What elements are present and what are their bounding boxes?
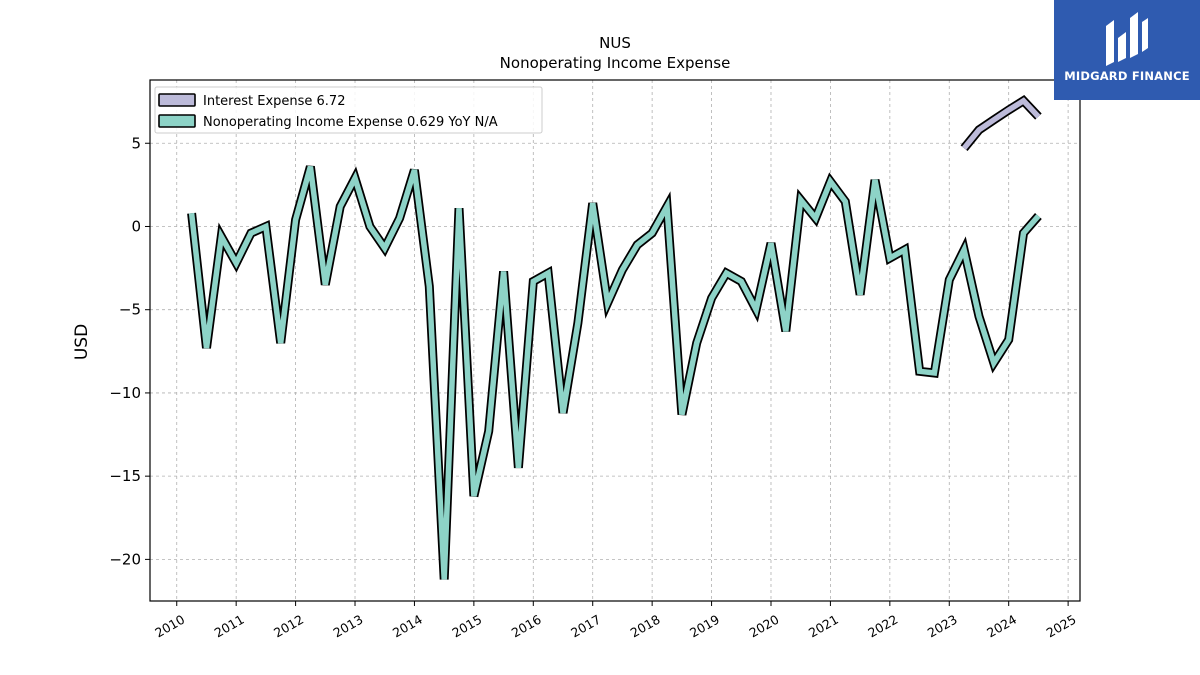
x-tick-label: 2019 bbox=[687, 612, 722, 641]
legend-swatch-interest-expense bbox=[158, 93, 196, 107]
x-tick-label: 2017 bbox=[568, 612, 603, 641]
chart-title: NUS bbox=[599, 34, 631, 52]
x-tick-label: 2014 bbox=[390, 612, 425, 641]
x-tick-label: 2022 bbox=[865, 612, 900, 641]
y-tick-label: −20 bbox=[109, 550, 141, 568]
midgard-finance-logo-icon bbox=[1106, 12, 1148, 66]
series-line-interest-expense bbox=[961, 97, 1041, 150]
series-lines bbox=[187, 95, 1042, 580]
legend-label-interest-expense: Interest Expense 6.72 bbox=[203, 94, 345, 109]
legend: Interest Expense 6.72 Nonoperating Incom… bbox=[154, 86, 543, 134]
x-tick-label: 2023 bbox=[925, 612, 960, 641]
chart-subtitle: Nonoperating Income Expense bbox=[500, 54, 731, 72]
legend-label-nonoperating-income-expense: Nonoperating Income Expense 0.629 YoY N/… bbox=[203, 115, 498, 130]
logo-text: MIDGARD FINANCE bbox=[1064, 69, 1190, 83]
x-tick-label: 2024 bbox=[984, 612, 1019, 641]
x-tick-label: 2020 bbox=[746, 612, 781, 641]
y-axis-label: USD bbox=[72, 324, 92, 360]
x-tick-label: 2011 bbox=[212, 612, 247, 641]
y-tick-label: 0 bbox=[131, 217, 141, 235]
grid bbox=[150, 80, 1080, 601]
x-tick-label: 2010 bbox=[152, 612, 187, 641]
y-tick-label: 5 bbox=[131, 134, 141, 152]
brand-logo: MIDGARD FINANCE bbox=[1054, 0, 1200, 100]
y-tick-label: −5 bbox=[119, 301, 141, 319]
x-tick-label: 2015 bbox=[449, 612, 484, 641]
plot-frame bbox=[149, 79, 1081, 602]
x-tick-label: 2012 bbox=[271, 612, 306, 641]
series-line-nonoperating-income-expense bbox=[188, 165, 1041, 580]
y-tick-label: −10 bbox=[109, 384, 141, 402]
legend-box bbox=[154, 86, 543, 134]
x-tick-label: 2025 bbox=[1044, 612, 1079, 641]
y-tick-label: −15 bbox=[109, 467, 141, 485]
legend-swatch-nonoperating-income-expense bbox=[158, 114, 196, 128]
x-tick-label: 2013 bbox=[330, 612, 365, 641]
x-tick-label: 2021 bbox=[806, 612, 841, 641]
x-tick-label: 2018 bbox=[628, 612, 663, 641]
x-tick-label: 2016 bbox=[509, 612, 544, 641]
